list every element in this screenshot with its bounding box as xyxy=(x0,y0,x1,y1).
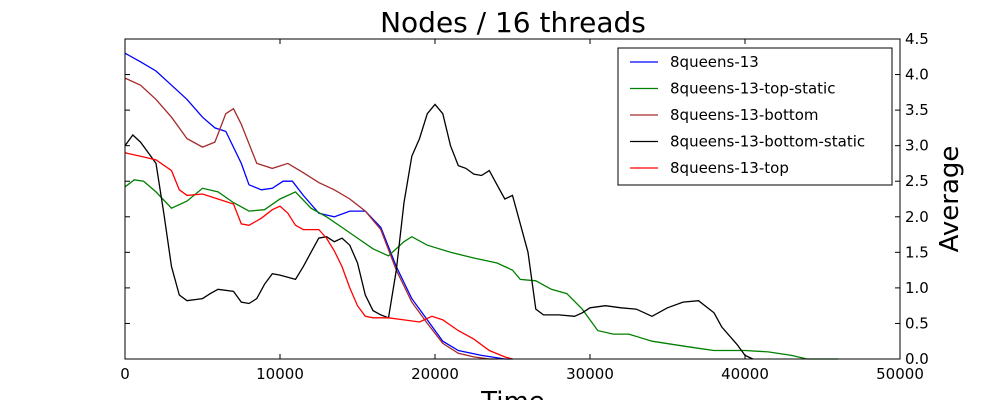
y-tick-label: 1.5 xyxy=(905,243,929,261)
legend-box xyxy=(617,47,893,186)
y-axis-ticks: 0.0 0.5 1.0 1.5 2.0 2.5 3.0 3.5 4.0 4.5 xyxy=(125,30,929,368)
x-tick-label: 20000 xyxy=(411,365,459,383)
x-tick-label: 10000 xyxy=(256,365,304,383)
legend-label-1: 8queens-13 xyxy=(670,53,759,71)
y-axis-label: Average xyxy=(935,146,965,253)
legend-label-2: 8queens-13-top-static xyxy=(670,80,835,98)
plot-area xyxy=(124,52,838,360)
series-line-4 xyxy=(124,103,754,360)
x-axis-ticks: 0 10000 20000 30000 40000 50000 xyxy=(120,39,924,383)
y-tick-label: 0.0 xyxy=(905,350,929,368)
y-tick-label: 4.5 xyxy=(905,30,929,48)
y-tick-label: 3.5 xyxy=(905,101,929,119)
y-tick-label: 2.5 xyxy=(905,172,929,190)
legend: 8queens-13 8queens-13-top-static 8queens-1… xyxy=(617,47,893,186)
plot-frame xyxy=(124,38,901,360)
x-tick-label: 30000 xyxy=(566,365,614,383)
series-line-3 xyxy=(124,77,497,360)
x-tick-label: 0 xyxy=(120,365,130,383)
series-line-2 xyxy=(124,179,838,360)
legend-label-4: 8queens-13-bottom-static xyxy=(670,133,865,151)
y-tick-label: 2.0 xyxy=(905,208,929,226)
x-tick-label: 50000 xyxy=(876,365,924,383)
series-line-5 xyxy=(124,152,513,360)
legend-label-5: 8queens-13-top xyxy=(670,159,789,177)
y-tick-label: 1.0 xyxy=(905,279,929,297)
x-axis-label: Time xyxy=(480,387,545,400)
y-tick-label: 3.0 xyxy=(905,137,929,155)
y-tick-label: 0.5 xyxy=(905,314,929,332)
x-tick-label: 40000 xyxy=(721,365,769,383)
series-line-1 xyxy=(124,52,513,360)
chart-title: Nodes / 16 threads xyxy=(380,6,646,39)
legend-label-3: 8queens-13-bottom xyxy=(670,106,819,124)
y-tick-label: 4.0 xyxy=(905,66,929,84)
